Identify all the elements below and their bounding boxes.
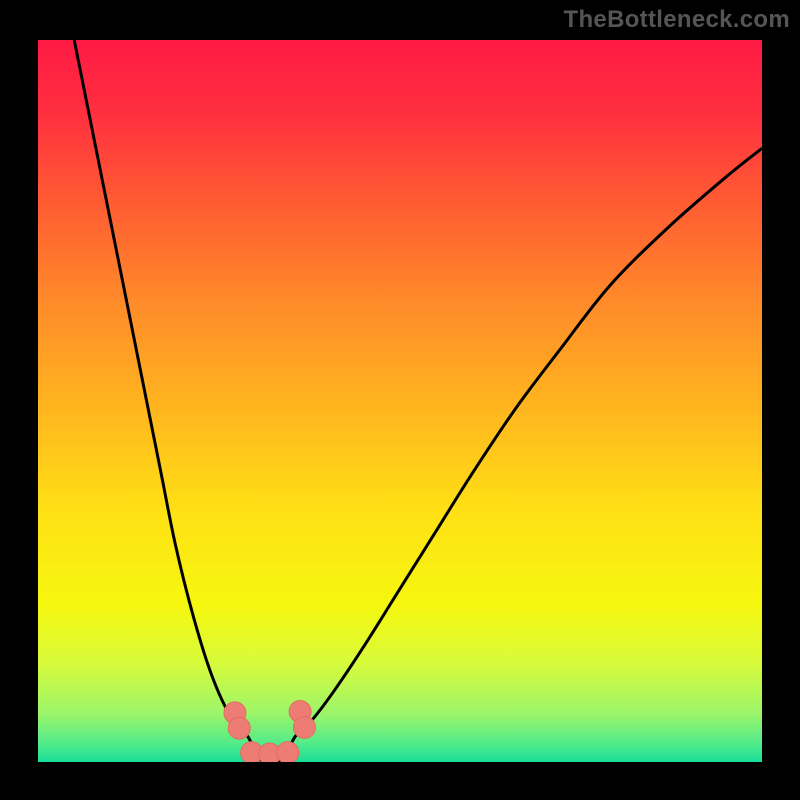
marker-bottom-c	[277, 742, 299, 762]
marker-group	[224, 700, 316, 762]
curve-layer	[38, 40, 762, 762]
chart-container: TheBottleneck.com	[0, 0, 800, 800]
marker-left-edge-bot	[228, 717, 250, 739]
marker-right-edge-bot	[293, 716, 315, 738]
plot-area	[38, 40, 762, 762]
bottleneck-curve	[74, 40, 762, 762]
watermark-text: TheBottleneck.com	[564, 6, 790, 34]
